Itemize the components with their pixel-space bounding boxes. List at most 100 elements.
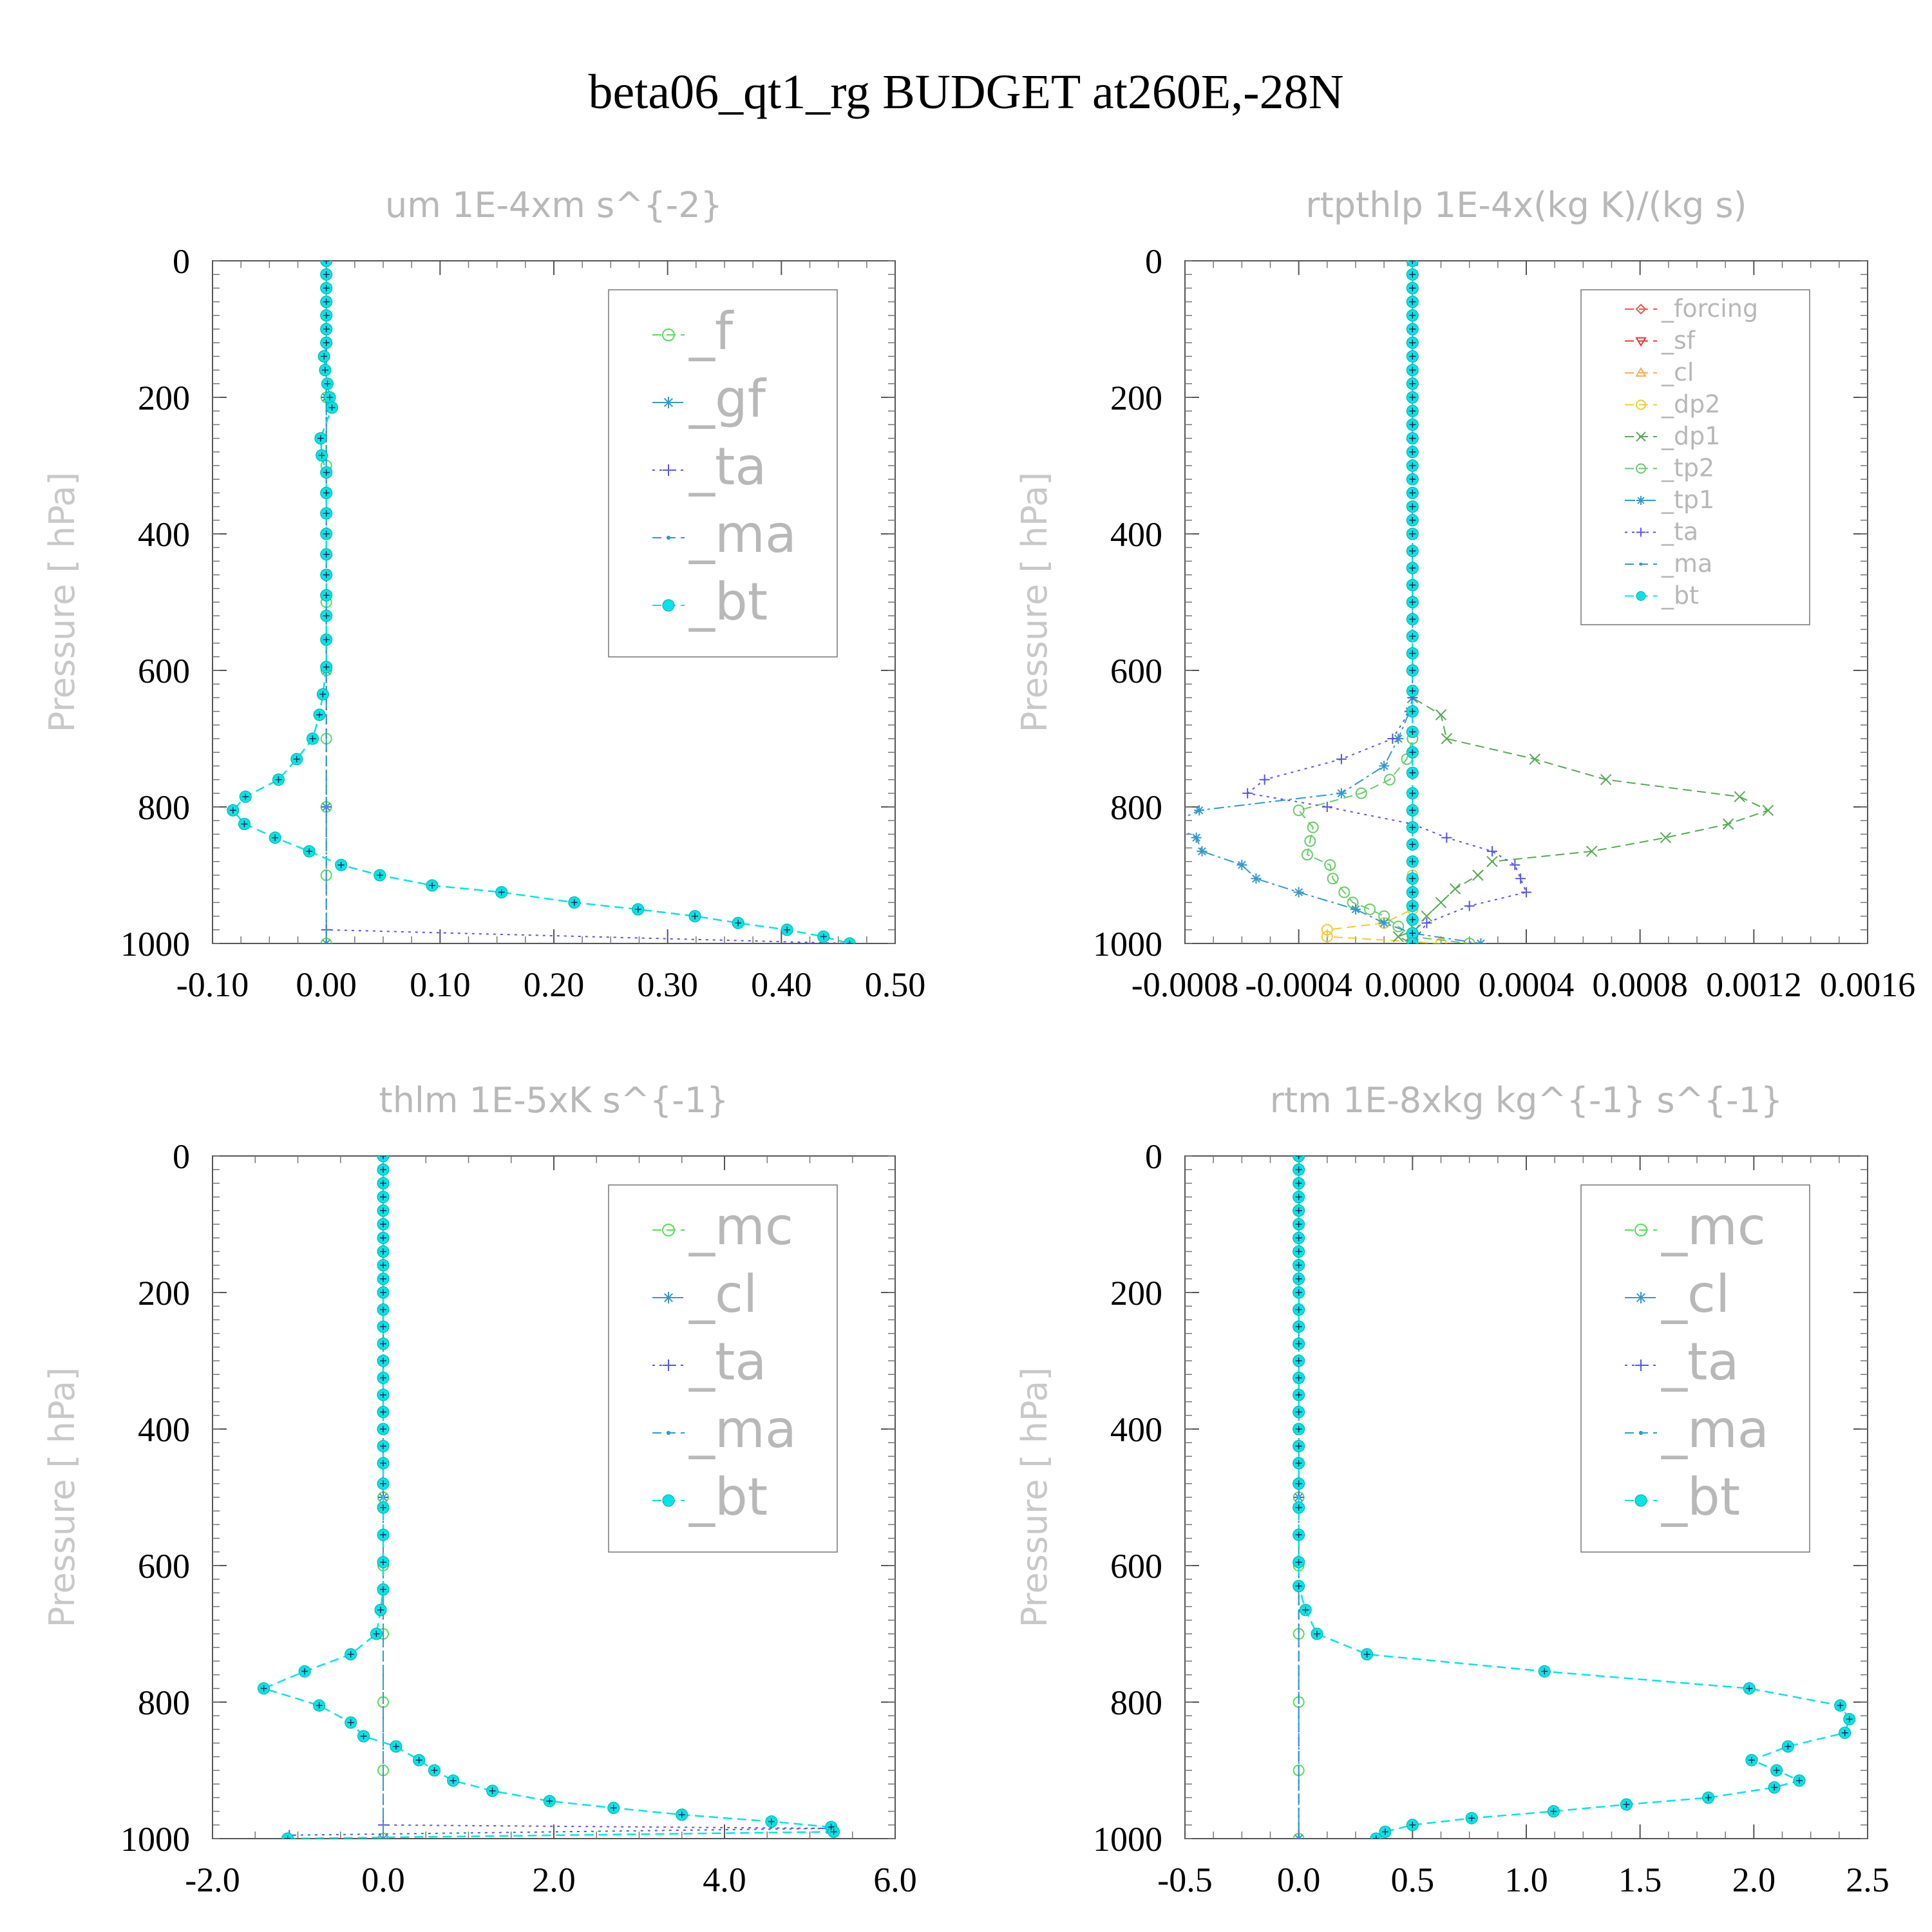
data-point [1336, 788, 1347, 799]
series-bt [258, 1156, 840, 1839]
x-tick-label: 2.0 [532, 1861, 576, 1899]
data-point-cross [1409, 902, 1416, 909]
data-point-cross [321, 353, 328, 360]
data-point [1191, 832, 1202, 843]
data-point-cross [735, 920, 742, 927]
chart-panel-thlm: thlm 1E-5xK s^{-1} Pressure [ hPa] 0 200 400… [42, 1080, 917, 1899]
legend-item: _cl [1625, 1264, 1730, 1324]
data-point-cross [229, 807, 236, 814]
data-point [1486, 856, 1498, 867]
legend-label: _ma [688, 1399, 797, 1459]
plot-area [1293, 1156, 1856, 1839]
y-tick-label: 800 [138, 788, 190, 827]
legend-marker [1635, 1292, 1647, 1303]
data-point-cross [1409, 728, 1416, 735]
data-point-cross [1409, 339, 1416, 346]
data-point-cross [1409, 462, 1416, 469]
legend-marker [1636, 399, 1646, 410]
data-point-cross [828, 1823, 835, 1830]
data-point-cross [323, 592, 330, 599]
data-point-cross [380, 1531, 386, 1539]
x-tick-label: -0.0008 [1132, 965, 1238, 1004]
data-point-cross [323, 271, 330, 278]
data-point [1347, 896, 1359, 909]
legend: _mc _cl _ta _ma _bt [1580, 1184, 1810, 1553]
legend-item: _mc [652, 1197, 793, 1256]
data-point-cross [323, 261, 330, 264]
data-point-cross [1409, 633, 1416, 639]
data-point [1304, 835, 1316, 847]
series-line [1245, 261, 1528, 943]
data-point-cross [380, 1358, 386, 1364]
data-point [1307, 821, 1319, 833]
data-point [1236, 860, 1247, 871]
data-point [1515, 873, 1526, 884]
data-point [1194, 805, 1205, 816]
legend-marker [1636, 463, 1646, 474]
data-point-cross [347, 1651, 354, 1658]
y-tick-label: 600 [138, 652, 190, 690]
data-point-cross [489, 1787, 496, 1794]
data-point [1166, 819, 1176, 829]
data-point [1660, 831, 1672, 844]
plot-area [227, 261, 856, 943]
x-tick-label: 0.10 [410, 965, 471, 1004]
data-point-cross [546, 1797, 553, 1804]
data-point-cross [1409, 565, 1416, 571]
data-point [1384, 773, 1396, 786]
legend-marker [1635, 367, 1647, 377]
data-point [1321, 802, 1332, 812]
data-point-cross [380, 1374, 386, 1381]
data-point-cross [1295, 1531, 1302, 1539]
chart-panel-rtpthlp: rtpthlp 1E-4x(kg K)/(kg s) Pressure [ hPa… [1014, 185, 1915, 1004]
data-point-cross [1541, 1668, 1548, 1675]
data-point [1296, 1837, 1301, 1839]
data-point [1338, 886, 1350, 898]
legend-label: _cl [688, 1264, 757, 1324]
data-point [1475, 938, 1486, 943]
y-tick-label: 0 [173, 242, 190, 281]
legend-marker [662, 1224, 675, 1236]
y-tick-label: 0 [1145, 1137, 1162, 1176]
data-point-cross [1409, 421, 1416, 428]
data-point-cross [1381, 1828, 1388, 1835]
data-point-cross [337, 862, 345, 869]
x-tick-label: 0.50 [865, 965, 926, 1004]
data-point-cross [1295, 1235, 1302, 1242]
data-point [1301, 849, 1313, 861]
data-point-cross [1409, 408, 1416, 415]
data-point-cross [1468, 1815, 1475, 1822]
panel-title: thlm 1E-5xK s^{-1} [379, 1080, 729, 1121]
legend-box [1580, 289, 1810, 625]
data-point [1355, 787, 1367, 799]
data-point-cross [321, 366, 328, 374]
data-point-cross [1409, 841, 1416, 848]
legend: _forcing _sf _cl _dp2 _dp1 _tp2 _tp1 _ta _ma _bt [1580, 289, 1810, 625]
legend-item: _ta [652, 1332, 766, 1392]
x-tick-label: -0.5 [1157, 1861, 1212, 1899]
y-axis-label: Pressure [ hPa] [1014, 472, 1055, 733]
legend-box [608, 1184, 838, 1553]
data-point-cross [380, 1193, 386, 1200]
data-point-cross [380, 1586, 386, 1593]
data-point [1464, 900, 1475, 911]
legend-marker [663, 397, 674, 408]
y-tick-label: 400 [1110, 515, 1162, 554]
data-point-cross [1313, 1631, 1320, 1637]
data-point [381, 1837, 385, 1839]
data-point [1529, 753, 1540, 765]
legend-item: _bt [1625, 1467, 1740, 1527]
data-point-cross [380, 1340, 386, 1347]
data-point-cross [323, 571, 330, 578]
data-point-cross [380, 1275, 386, 1282]
legend-label: _cl [1661, 1264, 1730, 1324]
series-bt [227, 261, 856, 943]
series-line [1185, 261, 1481, 943]
data-point-cross [498, 889, 505, 896]
data-point-cross [272, 834, 279, 841]
data-point-cross [1295, 1166, 1302, 1173]
y-tick-label: 400 [1110, 1410, 1162, 1449]
data-point-cross [380, 1166, 386, 1173]
data-point [1321, 923, 1333, 936]
data-point-cross [1409, 599, 1416, 605]
